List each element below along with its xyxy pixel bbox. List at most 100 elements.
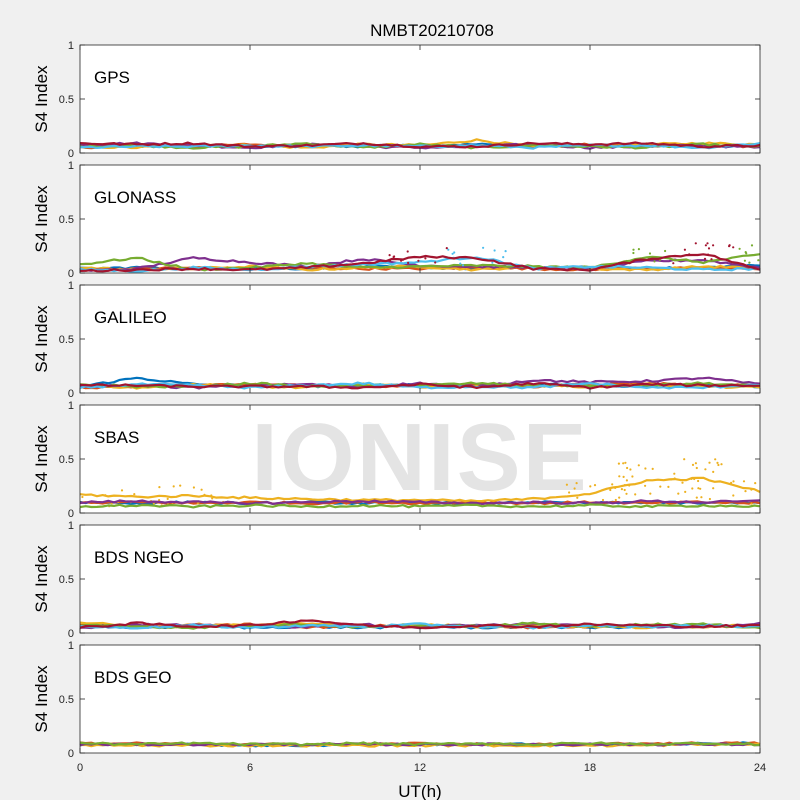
y-tick-label: 0 — [68, 748, 74, 760]
data-point — [694, 462, 698, 465]
data-point — [750, 488, 753, 491]
subplot-sbas: IONISE 0 0.5 1 SBAS S4 Index — [32, 400, 761, 520]
data-point — [120, 489, 124, 492]
y-tick-label: 0.5 — [59, 694, 74, 706]
data-point — [651, 467, 654, 470]
data-point — [601, 498, 605, 502]
data-point — [447, 248, 450, 251]
data-point — [637, 248, 641, 251]
data-point — [461, 264, 465, 267]
data-point — [690, 477, 693, 480]
data-point — [691, 487, 694, 490]
data-point — [392, 255, 395, 259]
data-point — [732, 480, 735, 483]
subplot-bds-geo: 0 0.5 1 0 6 12 18 24 BDS GEO S4 Index — [32, 640, 766, 774]
watermark-text: IONISE — [251, 404, 588, 511]
data-point — [632, 251, 635, 255]
data-point — [459, 262, 462, 265]
data-point — [210, 494, 213, 497]
data-point — [697, 479, 700, 483]
data-point — [453, 251, 456, 254]
data-point — [445, 247, 448, 250]
y-tick-label: 1 — [68, 400, 74, 412]
data-point — [634, 493, 637, 496]
data-point — [716, 461, 719, 464]
data-point — [611, 483, 614, 486]
data-point — [618, 496, 621, 499]
data-point — [576, 496, 579, 499]
series-line-2 — [79, 500, 761, 506]
y-tick-label: 1 — [68, 160, 74, 172]
data-point — [649, 492, 652, 495]
series-line-6 — [79, 622, 761, 630]
series-line-5 — [79, 142, 761, 150]
data-point — [158, 499, 161, 502]
data-point — [451, 252, 454, 255]
data-point — [417, 259, 420, 262]
data-point — [573, 487, 576, 490]
y-tick-label: 0 — [68, 388, 74, 400]
data-point — [744, 490, 747, 493]
y-axis-label: S4 Index — [32, 425, 51, 493]
data-point — [609, 488, 612, 492]
data-point — [745, 252, 748, 255]
data-point — [133, 493, 136, 496]
panel-label: GPS — [94, 68, 130, 87]
subplot-gps: 0 0.5 1 GPS S4 Index — [32, 40, 761, 160]
series-line-6 — [79, 142, 761, 150]
data-point — [714, 458, 717, 461]
series-line-7 — [79, 253, 761, 273]
data-point — [694, 242, 697, 245]
data-point — [691, 463, 695, 466]
data-point — [406, 250, 409, 253]
data-point — [625, 492, 628, 495]
data-point — [502, 256, 505, 259]
y-tick-label: 0.5 — [59, 454, 74, 466]
y-tick-label: 0.5 — [59, 94, 74, 106]
data-point — [704, 468, 707, 471]
data-point — [717, 463, 720, 467]
y-tick-label: 1 — [68, 280, 74, 292]
y-tick-label: 1 — [68, 520, 74, 532]
data-point — [667, 485, 670, 488]
data-point — [757, 259, 760, 262]
data-point — [683, 458, 686, 461]
x-axis-label: UT(h) — [398, 782, 441, 800]
subplot-galileo: 0 0.5 1 GALILEO S4 Index — [32, 280, 761, 400]
data-point — [504, 250, 507, 253]
data-point — [681, 481, 684, 484]
data-point — [568, 491, 571, 494]
data-point — [697, 487, 700, 490]
series-line-4 — [79, 499, 761, 506]
data-point — [644, 467, 647, 470]
y-tick-label: 0.5 — [59, 334, 74, 346]
data-point — [742, 480, 746, 483]
data-point — [673, 477, 676, 480]
y-axis-label: S4 Index — [32, 545, 51, 613]
data-point — [677, 492, 680, 495]
data-point — [401, 258, 404, 261]
data-point — [618, 475, 621, 478]
data-point — [625, 479, 629, 482]
series-points-5 — [614, 244, 760, 268]
plot-area — [80, 285, 760, 393]
data-point — [158, 486, 161, 489]
plot-area — [80, 45, 760, 153]
data-point — [732, 246, 735, 249]
data-point — [684, 490, 687, 493]
data-point — [683, 248, 687, 251]
data-point — [700, 496, 703, 499]
data-point — [750, 502, 753, 505]
data-point — [388, 254, 391, 257]
y-tick-label: 0.5 — [59, 214, 74, 226]
data-point — [708, 461, 711, 464]
y-axis-label: S4 Index — [32, 65, 51, 133]
data-point — [659, 485, 662, 488]
data-point — [565, 483, 569, 486]
y-axis-label: S4 Index — [32, 185, 51, 253]
data-point — [703, 257, 707, 260]
data-point — [712, 470, 715, 473]
data-point — [732, 494, 735, 497]
data-point — [589, 485, 592, 488]
data-point — [400, 259, 403, 262]
